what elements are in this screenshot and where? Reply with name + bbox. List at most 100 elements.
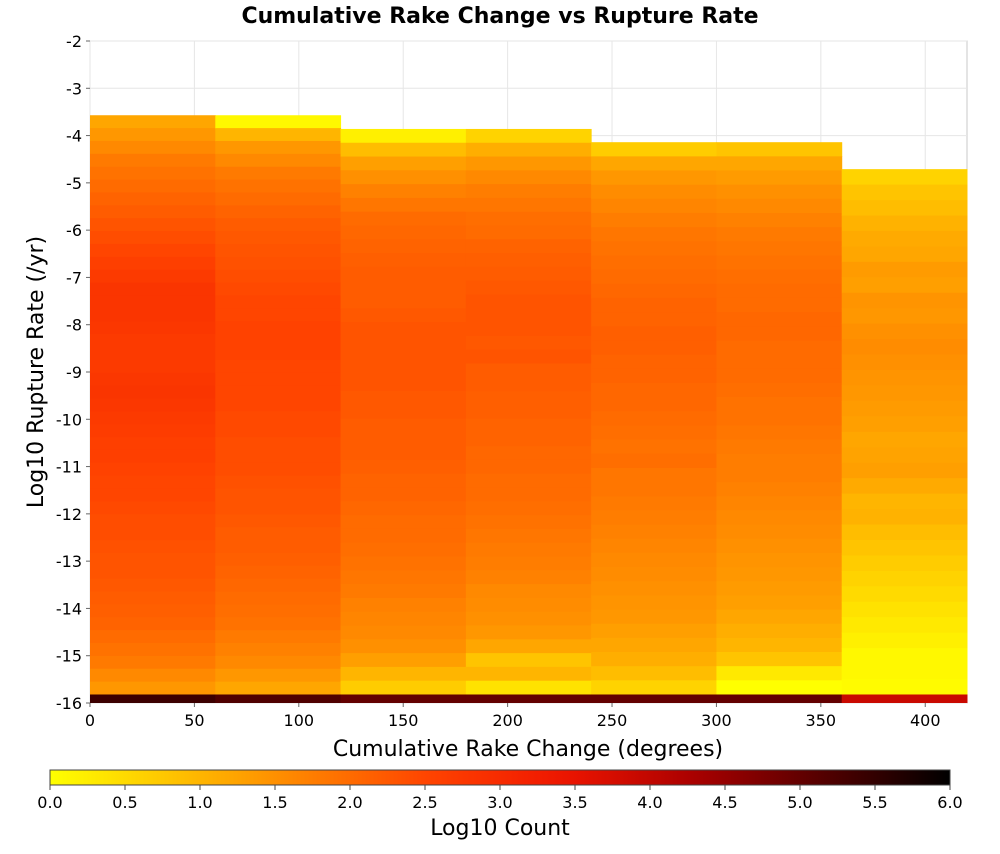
heatmap-cell: [215, 411, 342, 425]
heatmap-cell: [340, 322, 467, 337]
heatmap-cell: [90, 128, 216, 142]
heatmap-cell: [716, 368, 843, 384]
heatmap-cell: [340, 156, 467, 171]
heatmap-cell: [90, 578, 216, 593]
heatmap-cell: [465, 170, 592, 185]
heatmap-cell: [716, 510, 843, 526]
heatmap-cell: [340, 515, 467, 530]
heatmap-cell: [716, 595, 843, 611]
colorbar-tick-label: 0.5: [112, 793, 137, 812]
heatmap-cell: [841, 169, 968, 186]
heatmap-cell: [90, 372, 216, 387]
heatmap-cell: [215, 488, 342, 502]
colorbar-tick-label: 5.0: [787, 793, 812, 812]
heatmap-cell: [90, 630, 216, 644]
heatmap-cell-bottom: [716, 694, 843, 703]
heatmap-cell: [215, 334, 342, 348]
heatmap-cell: [841, 632, 968, 649]
heatmap-cell: [841, 648, 968, 665]
heatmap-cell: [465, 156, 592, 171]
heatmap-cell: [90, 655, 216, 670]
heatmap-cell: [215, 462, 342, 477]
heatmap-cell: [841, 555, 968, 572]
y-tick-label: -16: [56, 694, 82, 713]
heatmap-cell: [215, 527, 342, 541]
heatmap-cell: [841, 539, 968, 556]
heatmap-cell: [90, 411, 216, 425]
colorbar-tick-label: 3.0: [487, 793, 512, 812]
heatmap-cell: [841, 246, 968, 263]
heatmap-cell: [591, 482, 717, 497]
heatmap-cell: [465, 363, 592, 378]
heatmap-cell: [90, 540, 216, 554]
heatmap-cell: [465, 501, 592, 516]
heatmap-cell: [215, 205, 342, 219]
y-tick-label: -2: [66, 32, 82, 51]
heatmap-cell: [90, 115, 216, 129]
x-axis-ticks: 0 50 100 150 200 250 300 350 400: [85, 703, 941, 730]
heatmap-cell: [90, 501, 216, 515]
heatmap-cell: [841, 493, 968, 510]
heatmap-cell: [465, 584, 592, 599]
heatmap-cell: [465, 459, 592, 475]
heatmap-cell: [716, 439, 843, 455]
heatmap-cell: [591, 397, 717, 412]
heatmap-cell: [841, 292, 968, 309]
heatmap-cell: [465, 322, 592, 337]
heatmap-cell: [90, 527, 216, 541]
heatmap-cell: [465, 197, 592, 213]
heatmap-cell: [215, 282, 342, 296]
heatmap-cell: [90, 308, 216, 322]
heatmap-cell: [591, 340, 717, 356]
heatmap-cell: [591, 241, 717, 256]
heatmap-cell: [591, 255, 717, 271]
heatmap-cell: [215, 385, 342, 399]
heatmap-cell: [215, 437, 342, 451]
heatmap-cell-bottom: [591, 694, 717, 703]
heatmap-cell: [716, 581, 843, 596]
heatmap-cell: [591, 170, 717, 186]
heatmap-cell: [716, 269, 843, 285]
heatmap-cell: [215, 630, 342, 644]
heatmap-cell: [90, 166, 216, 181]
heatmap-cell: [90, 681, 216, 695]
heatmap-cell: [841, 679, 968, 695]
y-tick-label: -7: [66, 268, 82, 287]
heatmap-cell: [340, 335, 467, 351]
heatmap-cell: [90, 642, 216, 657]
heatmap-cell: [591, 439, 717, 455]
heatmap-cell: [841, 431, 968, 448]
heatmap-cell: [465, 294, 592, 309]
x-tick-label: 250: [597, 711, 628, 730]
heatmap-cell: [465, 404, 592, 420]
heatmap-cell: [465, 211, 592, 227]
heatmap-cell: [465, 556, 592, 571]
heatmap-cell: [340, 363, 467, 378]
y-tick-label: -15: [56, 647, 82, 666]
heatmap-cell: [841, 370, 968, 386]
heatmap-cell: [716, 496, 843, 511]
heatmap-cell: [591, 312, 717, 327]
heatmap-cell: [716, 680, 843, 695]
heatmap-cell: [340, 473, 467, 489]
heatmap-cell: [340, 556, 467, 571]
heatmap-cell: [90, 269, 216, 284]
heatmap-cell: [591, 354, 717, 370]
y-tick-label: -10: [56, 410, 82, 429]
heatmap-cell: [591, 637, 717, 653]
heatmap-cell: [90, 359, 216, 374]
heatmap-cell: [591, 652, 717, 667]
heatmap-cell: [465, 473, 592, 489]
y-tick-label: -8: [66, 316, 82, 335]
y-tick-label: -5: [66, 174, 82, 193]
heatmap-cell: [716, 453, 843, 469]
heatmap-cell: [90, 488, 216, 502]
heatmap-cell: [465, 625, 592, 640]
heatmap-cell: [90, 565, 216, 580]
heatmap-cell: [215, 115, 342, 129]
heatmap-cell: [841, 354, 968, 371]
heatmap-cell: [841, 586, 968, 603]
heatmap-cell: [716, 283, 843, 299]
heatmap-cell: [340, 611, 467, 627]
colorbar-tick-label: 1.5: [262, 793, 287, 812]
